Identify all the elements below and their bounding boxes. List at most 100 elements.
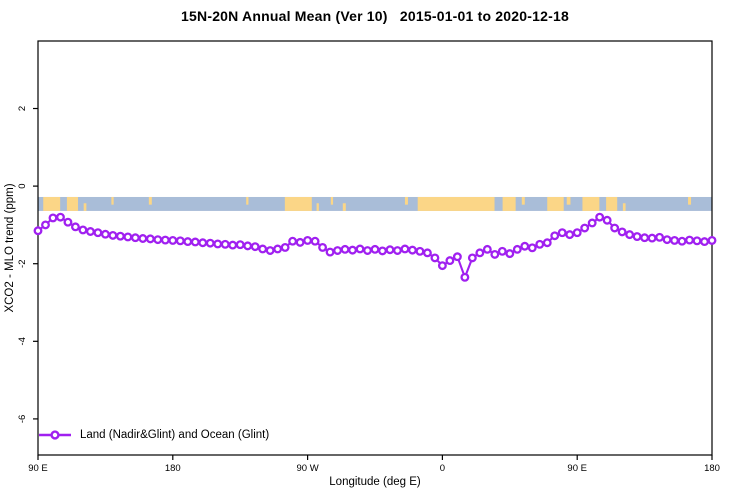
data-point-marker (100, 229, 110, 239)
data-point-marker (617, 227, 627, 237)
land-patch (547, 196, 564, 211)
data-point-marker (175, 236, 185, 246)
data-point-marker (610, 223, 620, 233)
data-point-marker (647, 233, 657, 243)
data-point-marker (340, 244, 350, 254)
data-point-marker (415, 246, 425, 256)
land-patch (404, 196, 408, 205)
y-axis: 2 0 -2 -4 -6 (17, 106, 38, 423)
data-point-marker (213, 239, 223, 249)
data-point-marker (280, 242, 290, 252)
y-tick-label: -6 (17, 415, 28, 423)
data-point-marker (190, 237, 200, 247)
data-point-marker (318, 242, 328, 252)
map-band (38, 196, 712, 211)
land-patch (66, 196, 78, 211)
data-point-marker (303, 235, 313, 245)
data-point-marker (160, 235, 170, 245)
data-point-marker (557, 228, 567, 238)
x-tick-label: 90 E (567, 463, 587, 474)
data-point-marker (333, 246, 343, 255)
data-point-marker (325, 247, 335, 257)
x-tick-label: 90 E (28, 463, 48, 474)
data-point-marker (670, 235, 680, 245)
data-point-marker (595, 212, 605, 222)
data-point-marker (452, 252, 462, 262)
data-point-marker (123, 232, 133, 242)
land-patch (606, 196, 618, 211)
x-tick-label: 0 (440, 463, 445, 474)
data-point-marker (692, 236, 702, 246)
data-point-marker (115, 231, 125, 241)
data-point-marker (93, 228, 103, 238)
data-point-marker (183, 237, 193, 247)
plot-frame (37, 40, 713, 456)
data-point-marker (625, 230, 635, 240)
data-point-marker (550, 231, 560, 241)
data-point-marker (602, 215, 612, 225)
data-point-marker (273, 244, 283, 254)
data-point-marker (41, 220, 50, 230)
x-tick-label: 180 (165, 463, 181, 474)
data-point-marker (78, 225, 88, 235)
data-point-marker (527, 243, 537, 253)
land-patch (83, 203, 87, 211)
data-point-marker (33, 226, 43, 236)
data-point-marker (677, 236, 687, 246)
data-point-marker (370, 244, 380, 254)
data-point-marker (56, 212, 65, 222)
data-point-marker (205, 238, 215, 248)
land-patch (521, 196, 525, 205)
y-tick-label: 2 (17, 106, 28, 111)
data-point-marker (430, 253, 440, 263)
data-point-marker (63, 217, 73, 227)
data-point-marker (70, 222, 80, 232)
data-point-marker (363, 246, 372, 255)
data-point-marker (565, 230, 575, 240)
data-point-marker (400, 244, 410, 254)
data-point-marker (348, 245, 357, 255)
data-point-marker (407, 245, 417, 255)
x-tick-label: 180 (704, 463, 720, 474)
data-point-marker (632, 232, 642, 242)
data-point-marker (587, 218, 597, 228)
data-point-marker (295, 237, 305, 247)
data-point-marker (497, 246, 507, 256)
data-point-marker (490, 249, 500, 259)
data-point-marker (310, 236, 320, 246)
data-point-marker (460, 272, 470, 282)
data-point-marker (108, 230, 118, 240)
land-patch (284, 196, 312, 211)
data-point-marker (130, 233, 140, 243)
ocean-strip (38, 196, 712, 211)
x-axis-label: Longitude (deg E) (329, 476, 421, 488)
data-point-marker (228, 240, 238, 250)
land-patch (43, 196, 61, 211)
x-tick-label: 90 W (297, 463, 319, 474)
land-patch (417, 196, 495, 211)
data-point-marker (265, 246, 275, 255)
data-point-marker (138, 234, 148, 243)
data-point-marker (685, 235, 694, 245)
land-patch (330, 196, 334, 205)
data-point-marker (655, 232, 665, 242)
land-patch (342, 203, 346, 211)
land-patch (111, 196, 114, 205)
legend-line-marker-icon (39, 430, 71, 440)
land-patch (622, 203, 626, 211)
data-point-marker (520, 241, 530, 251)
land-patch (148, 196, 152, 205)
data-point-marker (662, 235, 672, 245)
data-point-marker (437, 261, 447, 271)
y-tick-label: 0 (17, 183, 28, 188)
data-point-marker (422, 248, 432, 258)
data-point-marker (48, 213, 58, 223)
data-point-marker (505, 249, 515, 259)
data-point-marker (467, 253, 477, 263)
y-tick-label: -4 (17, 337, 28, 345)
data-point-marker (542, 238, 552, 248)
data-point-marker (168, 235, 178, 245)
data-point-marker (378, 246, 387, 256)
